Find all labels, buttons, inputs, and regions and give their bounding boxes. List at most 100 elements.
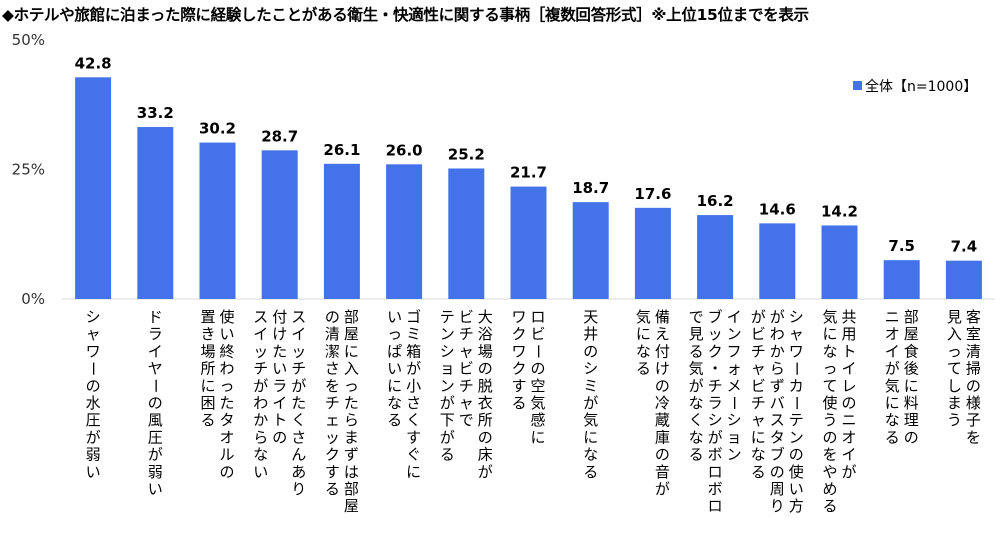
category-labels: シャワーの水圧が弱いドライヤーの風圧が弱い使い終わったタオルの置き場所に困るスイ… <box>84 308 981 515</box>
category-char: を <box>822 446 837 464</box>
category-char: い <box>387 308 402 326</box>
category-char: シ <box>440 342 455 360</box>
category-char: イ <box>148 342 163 360</box>
category-char: ぐ <box>406 446 421 464</box>
category-char: ら <box>770 360 785 378</box>
category-char: が <box>440 428 455 446</box>
category-char: く <box>406 411 421 429</box>
category-char: イ <box>291 325 306 343</box>
category-char: が <box>583 394 598 412</box>
category-char: チ <box>708 377 723 395</box>
category-char: で <box>459 411 474 429</box>
category-char: が <box>885 360 900 378</box>
data-label: 18.7 <box>572 179 609 197</box>
category-char: を <box>966 428 981 446</box>
category-char: け <box>272 325 287 343</box>
category-char: ド <box>148 308 163 326</box>
category-char: ト <box>841 342 856 360</box>
category-char: 気 <box>885 377 900 395</box>
category-char: 様 <box>966 394 981 412</box>
category-char: の <box>478 360 493 378</box>
bar <box>821 225 858 299</box>
bar <box>697 215 734 299</box>
category-char: 大 <box>478 308 493 326</box>
category-char: り <box>770 497 785 515</box>
data-label: 42.8 <box>75 54 112 72</box>
category-char: チ <box>459 377 474 395</box>
category-char: ス <box>770 411 785 429</box>
category-char: テ <box>440 308 455 326</box>
category-char: の <box>478 428 493 446</box>
category-char: に <box>344 342 359 360</box>
category-char: ャ <box>751 411 766 429</box>
category-char: オ <box>885 325 900 343</box>
category-char: ー <box>529 344 547 359</box>
category-char: 冷 <box>655 394 670 412</box>
category-char: に <box>387 377 402 395</box>
category-char: 所 <box>478 411 493 429</box>
category-char: ン <box>727 325 742 343</box>
category-char: 理 <box>904 411 919 429</box>
category-char: 弱 <box>86 446 101 464</box>
category-char: の <box>530 360 545 378</box>
category-char: メ <box>727 377 742 395</box>
category-char: て <box>822 377 837 395</box>
category-char: ッ <box>291 342 306 360</box>
category-char: 付 <box>272 308 287 326</box>
category-char: る <box>689 446 704 464</box>
category-char: す <box>511 377 526 395</box>
data-label: 26.1 <box>323 141 360 159</box>
category-char: な <box>689 428 704 446</box>
category-char: ク <box>325 446 340 464</box>
legend: 全体【n=1000】 <box>853 78 977 95</box>
category-char: 用 <box>841 325 856 343</box>
category-char: に <box>751 428 766 446</box>
category-char: ス <box>253 308 268 326</box>
category-char: が <box>841 463 856 481</box>
category-char: の <box>148 394 163 412</box>
category-char: め <box>822 480 837 498</box>
category-char: タ <box>219 411 234 429</box>
category-char: ビ <box>751 377 766 395</box>
category-char: 使 <box>219 308 234 326</box>
category-char: ラ <box>148 325 163 343</box>
category-char: 清 <box>966 342 981 360</box>
category-char: オ <box>219 428 234 446</box>
category-char: 浴 <box>478 325 493 343</box>
category-char: 場 <box>200 342 215 360</box>
category-char: の <box>904 428 919 446</box>
category-char: 井 <box>583 325 598 343</box>
category-char: ん <box>291 446 306 464</box>
category-char: な <box>822 342 837 360</box>
category-char: る <box>822 497 837 515</box>
category-char: が <box>689 377 704 395</box>
category-char: チ <box>459 325 474 343</box>
category-char: 清 <box>325 325 340 343</box>
category-char: さ <box>291 428 306 446</box>
category-char: に <box>406 463 421 481</box>
category-char: ミ <box>406 325 421 343</box>
category-char: ビ <box>751 325 766 343</box>
category-char: る <box>885 428 900 446</box>
category-char: が <box>708 428 723 446</box>
category-char: チ <box>751 342 766 360</box>
category-char: な <box>636 342 651 360</box>
category-char: に <box>583 428 598 446</box>
category-char: な <box>253 446 268 464</box>
category-char: 空 <box>530 377 545 395</box>
category-char: ぱ <box>387 342 402 360</box>
category-char: ャ <box>751 360 766 378</box>
category-char: シ <box>583 360 598 378</box>
category-char: い <box>789 480 804 498</box>
category-char: 困 <box>200 394 215 412</box>
category-char: ー <box>787 361 805 376</box>
category-char: の <box>841 394 856 412</box>
category-char: 潔 <box>325 342 340 360</box>
category-char: ま <box>344 428 359 446</box>
category-char: の <box>272 428 287 446</box>
category-char: わ <box>770 325 785 343</box>
